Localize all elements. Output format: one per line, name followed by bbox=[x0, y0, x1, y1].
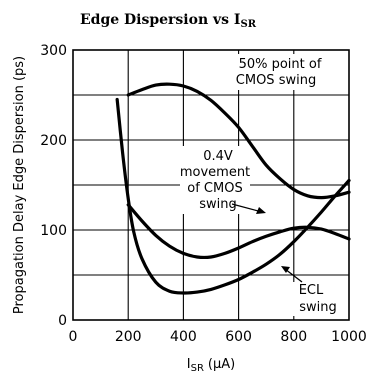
annotation-04v-line2: movement bbox=[180, 165, 250, 180]
x-axis-label: ISR (μA) bbox=[187, 357, 235, 374]
series-04v-cmos-swing bbox=[126, 203, 351, 260]
annotation-04v-line3: of CMOS bbox=[187, 181, 242, 196]
y-axis-label: Propagation Delay Edge Dispersion (ps) bbox=[12, 56, 27, 314]
y-tick-labels: 0 100 200 300 bbox=[40, 43, 67, 329]
x-tick-label-1: 200 bbox=[115, 329, 142, 345]
annotation-04v-line1: 0.4V bbox=[203, 149, 233, 164]
x-tick-label-0: 0 bbox=[69, 329, 78, 345]
annotation-ecl: ECL swing bbox=[281, 266, 344, 316]
annotation-04v-line4: swing bbox=[199, 197, 237, 212]
annotation-ecl-bg bbox=[290, 282, 344, 316]
annotation-ecl-leader bbox=[284, 268, 303, 283]
y-tick-label-0: 0 bbox=[58, 313, 67, 329]
x-tick-label-5: 1000 bbox=[331, 329, 367, 345]
annotation-04v: 0.4V movement of CMOS swing bbox=[180, 146, 266, 214]
x-axis-label-main: I bbox=[187, 357, 191, 372]
annotation-50pct-line2: CMOS swing bbox=[236, 73, 316, 88]
annotation-04v-leader bbox=[231, 203, 263, 213]
chart-title-sub: SR bbox=[240, 19, 256, 30]
y-tick-label-1: 100 bbox=[40, 223, 67, 239]
x-tick-label-2: 400 bbox=[170, 329, 197, 345]
annotation-50pct-bg bbox=[214, 54, 344, 90]
x-tick-labels: 0 200 400 600 800 1000 bbox=[69, 329, 367, 345]
annotation-04v-bg bbox=[180, 146, 250, 214]
annotation-ecl-line1: ECL bbox=[299, 283, 324, 298]
x-tick-label-3: 600 bbox=[225, 329, 252, 345]
annotation-50pct: 50% point of CMOS swing bbox=[214, 54, 344, 90]
series-50pct-cmos-swing bbox=[126, 82, 351, 200]
annotation-04v-arrowhead bbox=[256, 207, 266, 214]
x-axis-label-unit: (μA) bbox=[208, 357, 235, 372]
y-tick-label-3: 300 bbox=[40, 43, 67, 59]
annotation-ecl-line2: swing bbox=[299, 300, 337, 315]
series-ecl-swing bbox=[115, 97, 351, 295]
chart-title: Edge Dispersion vs ISR bbox=[80, 12, 257, 30]
annotation-50pct-line1: 50% point of bbox=[239, 57, 322, 72]
y-tick-label-2: 200 bbox=[40, 133, 67, 149]
chart-title-main: Edge Dispersion vs I bbox=[80, 12, 240, 28]
x-tick-label-4: 800 bbox=[280, 329, 307, 345]
annotation-ecl-arrowhead bbox=[281, 266, 290, 273]
x-axis-label-sub: SR bbox=[191, 363, 204, 374]
series-group bbox=[115, 82, 351, 295]
